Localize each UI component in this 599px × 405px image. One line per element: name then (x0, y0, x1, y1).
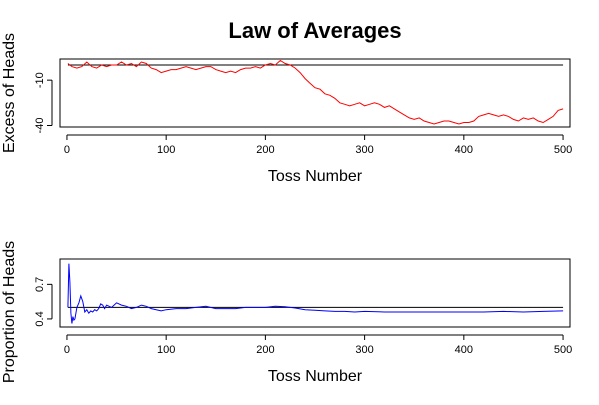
proportion-heads-plot-frame (59, 258, 571, 328)
excess-heads-x-tick-label: 300 (355, 144, 373, 156)
proportion-heads-x-axis: 0 100 200 300 400 500 (64, 334, 572, 356)
proportion-heads-y-label: Proportion of Heads (1, 241, 18, 383)
excess-heads-y-tick-label: -10 (34, 72, 46, 88)
proportion-heads-y-tick-label: 0.4 (34, 311, 46, 326)
proportion-heads-x-tick-label: 500 (554, 344, 572, 356)
excess-heads-y-label: Excess of Heads (1, 33, 18, 153)
excess-heads-series-line (67, 59, 564, 125)
proportion-heads-y-tick-label: 0.7 (34, 277, 46, 292)
excess-heads-x-tick-label: 100 (157, 144, 175, 156)
proportion-heads-series-line (67, 263, 564, 324)
proportion-heads-panel: 0 100 200 300 400 500 0.4 0.7 Toss Number Prop… (1, 241, 572, 385)
excess-heads-x-tick-label: 500 (554, 144, 572, 156)
proportion-heads-x-tick-label: 0 (64, 344, 70, 356)
excess-heads-y-tick-label: -40 (34, 118, 46, 134)
excess-heads-y-axis: -10 -40 (34, 72, 53, 134)
excess-heads-x-tick-label: 400 (455, 144, 473, 156)
excess-heads-panel: 0 100 200 300 400 500 -10 -40 Toss Number Exce… (1, 33, 572, 185)
proportion-heads-x-label: Toss Number (268, 368, 363, 385)
proportion-heads-x-tick-label: 100 (157, 344, 175, 356)
excess-heads-x-label: Toss Number (268, 168, 363, 185)
chart-title: Law of Averages (228, 18, 401, 43)
proportion-heads-y-axis: 0.4 0.7 (34, 277, 53, 327)
excess-heads-x-axis: 0 100 200 300 400 500 (64, 134, 572, 156)
excess-heads-x-tick-label: 0 (64, 144, 70, 156)
excess-heads-plot-frame (59, 58, 571, 128)
excess-heads-x-tick-label: 200 (256, 144, 274, 156)
proportion-heads-x-tick-label: 400 (455, 344, 473, 356)
proportion-heads-x-tick-label: 300 (355, 344, 373, 356)
proportion-heads-x-tick-label: 200 (256, 344, 274, 356)
